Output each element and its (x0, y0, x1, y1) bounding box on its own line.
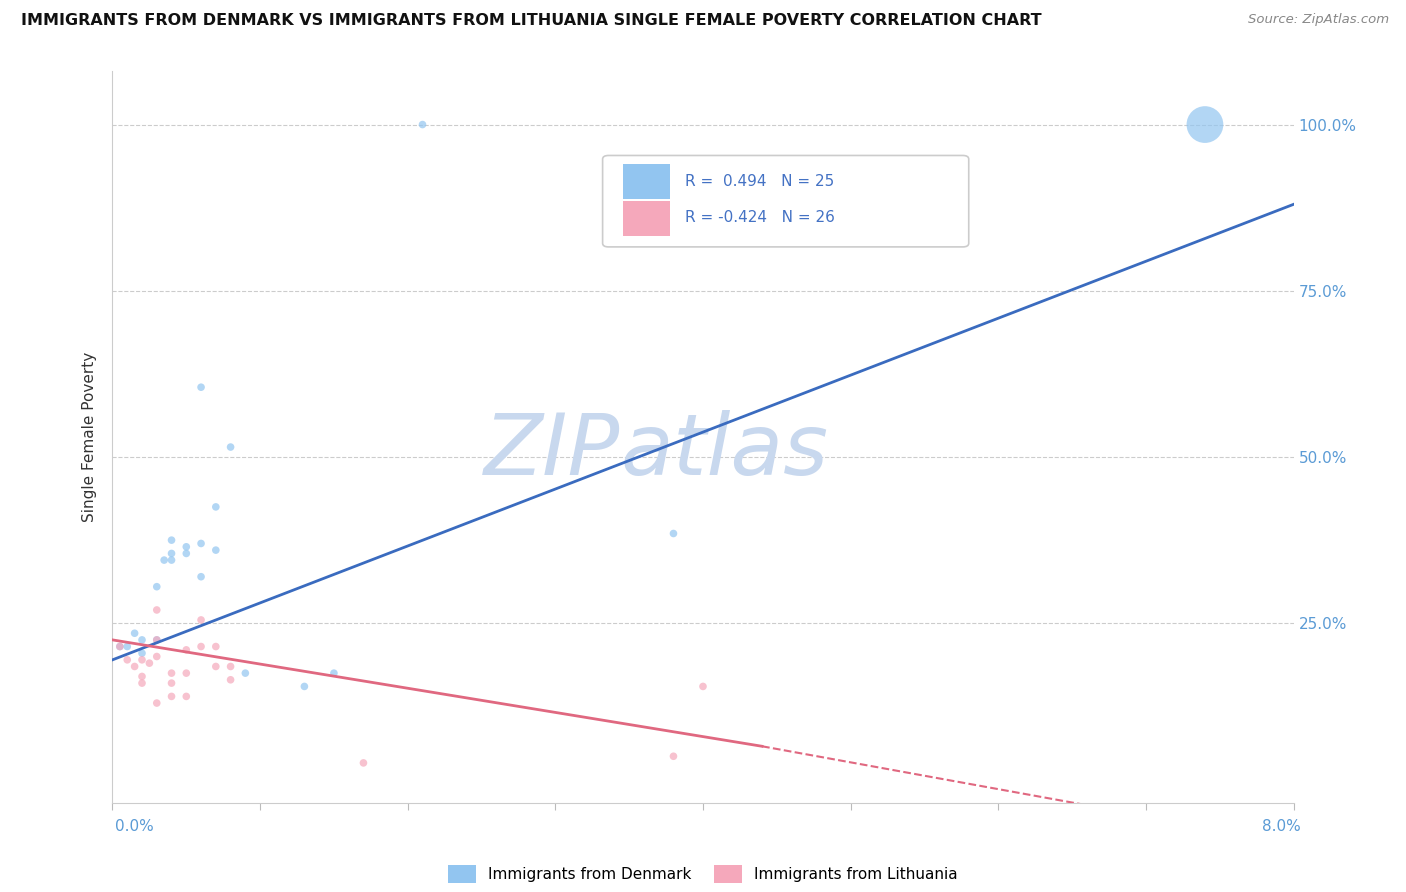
Point (219, 440, 242, 454)
Point (108, 640, 131, 654)
Point (190, 640, 212, 654)
Legend: Immigrants from Denmark, Immigrants from Lithuania: Immigrants from Denmark, Immigrants from… (440, 857, 966, 890)
Point (160, 546, 183, 560)
Point (146, 632, 169, 647)
FancyBboxPatch shape (623, 201, 669, 235)
Point (205, 543, 228, 558)
Point (233, 666, 256, 681)
Point (412, 118, 434, 132)
Point (1194, 118, 1216, 132)
Point (146, 580, 169, 594)
Point (174, 546, 197, 560)
Point (662, 749, 685, 764)
Point (146, 632, 169, 647)
FancyBboxPatch shape (603, 155, 969, 247)
Point (138, 656, 160, 670)
Point (190, 570, 212, 584)
Point (174, 690, 197, 704)
Point (160, 676, 183, 690)
Text: 0.0%: 0.0% (115, 820, 155, 834)
Text: 8.0%: 8.0% (1261, 820, 1301, 834)
Point (323, 666, 346, 681)
Point (117, 640, 138, 654)
Point (146, 696, 169, 710)
Point (131, 669, 153, 683)
Point (352, 756, 374, 770)
Text: IMMIGRANTS FROM DENMARK VS IMMIGRANTS FROM LITHUANIA SINGLE FEMALE POVERTY CORRE: IMMIGRANTS FROM DENMARK VS IMMIGRANTS FR… (21, 13, 1042, 29)
Point (174, 666, 197, 681)
Point (190, 380, 212, 394)
Point (153, 553, 176, 567)
Point (190, 536, 212, 550)
Point (131, 632, 153, 647)
Point (131, 646, 153, 660)
Text: R =  0.494   N = 25: R = 0.494 N = 25 (685, 174, 835, 188)
Point (292, 680, 315, 694)
Point (124, 626, 146, 640)
Point (131, 653, 153, 667)
FancyBboxPatch shape (623, 164, 669, 200)
Point (219, 673, 242, 687)
Point (117, 653, 138, 667)
Point (146, 603, 169, 617)
Point (160, 553, 183, 567)
Text: atlas: atlas (620, 410, 828, 493)
Point (205, 640, 228, 654)
Point (174, 643, 197, 657)
Text: Source: ZipAtlas.com: Source: ZipAtlas.com (1249, 13, 1389, 27)
Point (108, 640, 131, 654)
Point (205, 500, 228, 514)
Point (219, 659, 242, 673)
Text: ZIP: ZIP (484, 410, 620, 493)
Point (146, 649, 169, 664)
Point (205, 659, 228, 673)
Point (190, 613, 212, 627)
Point (160, 666, 183, 681)
Point (662, 526, 685, 541)
Point (160, 533, 183, 548)
Point (160, 690, 183, 704)
Point (174, 540, 197, 554)
Y-axis label: Single Female Poverty: Single Female Poverty (82, 352, 97, 522)
Point (131, 676, 153, 690)
Point (692, 680, 714, 694)
Point (124, 659, 146, 673)
Text: R = -0.424   N = 26: R = -0.424 N = 26 (685, 211, 835, 225)
